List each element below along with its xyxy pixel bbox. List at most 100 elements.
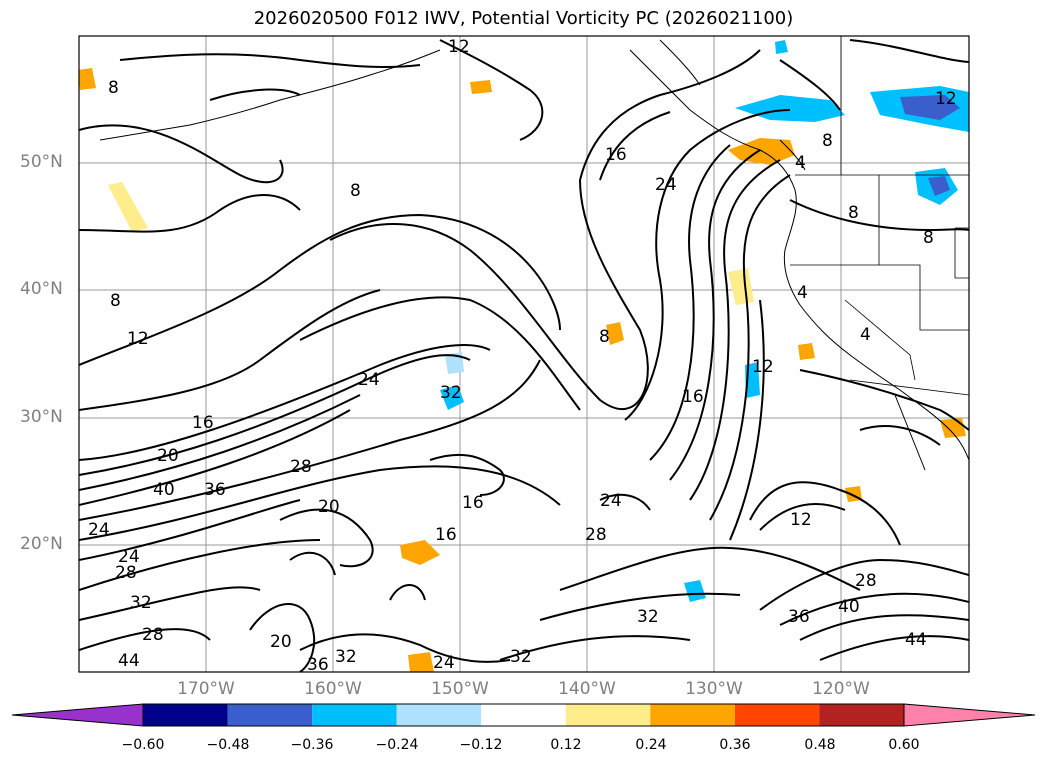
contour-label: 28 [142, 625, 164, 645]
colorbar-segment [227, 704, 313, 726]
contour-label: 24 [433, 653, 455, 673]
pv-shade-orange-w [79, 68, 96, 90]
pv-shade-blue-canada [735, 95, 845, 122]
contour-label: 4 [797, 283, 808, 303]
contour-label: 32 [335, 647, 357, 667]
contour-label: 8 [350, 181, 361, 201]
contour-label: 20 [318, 497, 340, 517]
colorbar-segment [481, 704, 566, 726]
pv-shade-blue-15n [684, 580, 706, 602]
lon-label-120w: 120°W [812, 679, 870, 699]
contour-label: 28 [855, 571, 877, 591]
map-frame [78, 35, 970, 673]
colorbar-tick: −0.36 [290, 737, 334, 753]
contour-label: 36 [307, 655, 329, 675]
contour-label: 12 [127, 329, 149, 349]
colorbar-segment [650, 704, 735, 726]
pv-shade-orange-7 [940, 418, 966, 438]
pv-shade-dblue-idaho [928, 176, 950, 196]
pv-shade-orange-4 [798, 343, 815, 360]
contour-label: 32 [510, 647, 532, 667]
colorbar-outline [142, 703, 905, 727]
pv-shade-orange-vancouver [728, 138, 795, 165]
contour-label: 24 [118, 547, 140, 567]
contour-label: 16 [435, 525, 457, 545]
pv-shade-orange-3 [606, 322, 624, 345]
contour-label: 4 [795, 153, 806, 173]
colorbar-tick: 0.60 [888, 737, 920, 753]
colorbar-segment [819, 704, 904, 726]
colorbar-tick: 0.48 [804, 737, 836, 753]
contour-label: 20 [157, 446, 179, 466]
pv-shade-orange-mid [470, 80, 492, 94]
contour-label-group: 12 8 16 24 8 4 8 12 8 8 8 4 8 4 12 12 16… [88, 37, 957, 675]
contour-label: 16 [192, 413, 214, 433]
contour-label: 28 [290, 457, 312, 477]
colorbar-tick: 0.24 [635, 737, 667, 753]
graticule [79, 36, 969, 672]
coastlines [99, 39, 969, 471]
contour-label: 28 [585, 525, 607, 545]
contour-label: 12 [790, 510, 812, 530]
contour-label: 16 [462, 493, 484, 513]
contour-label: 24 [600, 491, 622, 511]
pv-shade-blue-30n [440, 385, 464, 410]
pv-shade-lblue-30n [445, 352, 464, 374]
lon-label-150w: 150°W [431, 679, 489, 699]
pv-shade-yellow-1 [108, 182, 148, 232]
contour-label: 8 [110, 291, 121, 311]
colorbar-segment [396, 704, 482, 726]
pv-shade-yellow-2 [728, 268, 754, 305]
colorbar-extend-low [11, 703, 144, 727]
lat-label-40n: 40°N [20, 279, 63, 299]
colorbar-tick: 0.36 [719, 737, 751, 753]
contour-label: 12 [448, 37, 470, 57]
contour-label: 12 [752, 357, 774, 377]
contour-label: 16 [682, 387, 704, 407]
contour-label: 24 [88, 520, 110, 540]
contour-label: 16 [605, 145, 627, 165]
contour-label: 8 [923, 228, 934, 248]
lat-label-30n: 30°N [20, 407, 63, 427]
colorbar-tick: −0.60 [121, 737, 165, 753]
iwv-contours [79, 39, 969, 672]
lat-label-20n: 20°N [20, 534, 63, 554]
contour-label: 4 [860, 325, 871, 345]
colorbar-tick: 0.12 [550, 737, 582, 753]
contour-label: 28 [115, 563, 137, 583]
contour-label: 44 [905, 630, 927, 650]
lat-label-50n: 50°N [20, 152, 63, 172]
colorbar-segment [143, 704, 228, 726]
contour-label: 40 [153, 480, 175, 500]
pv-shade-orange-9 [408, 652, 434, 672]
lon-label-170w: 170°W [177, 679, 235, 699]
pv-shade-orange-subtrop [400, 540, 440, 565]
colorbar-tick: −0.48 [206, 737, 250, 753]
contour-label: 40 [838, 597, 860, 617]
lon-label-130w: 130°W [685, 679, 743, 699]
contour-label: 8 [822, 131, 833, 151]
map-title: 2026020500 F012 IWV, Potential Vorticity… [253, 8, 794, 29]
lon-label-140w: 140°W [558, 679, 616, 699]
map-canvas: 12 8 16 24 8 4 8 12 8 8 8 4 8 4 12 12 16… [78, 35, 970, 675]
contour-label: 8 [848, 203, 859, 223]
contour-label: 12 [935, 89, 957, 109]
colorbar-segment [565, 704, 651, 726]
colorbar-tick: −0.24 [375, 737, 419, 753]
colorbar-tick: −0.12 [459, 737, 503, 753]
contour-label: 36 [788, 607, 810, 627]
contour-label: 36 [204, 480, 226, 500]
contour-label: 32 [130, 593, 152, 613]
contour-label: 8 [108, 78, 119, 98]
pv-shade-blue-6 [775, 40, 788, 54]
pv-shade-dblue-canada [900, 95, 960, 120]
contour-label: 44 [118, 651, 140, 671]
colorbar-extend-high [903, 703, 1036, 727]
borders [790, 36, 969, 396]
contour-label: 20 [270, 632, 292, 652]
contour-label: 24 [655, 175, 677, 195]
contour-label: 32 [637, 607, 659, 627]
contour-label: 32 [440, 383, 462, 403]
lon-label-160w: 160°W [304, 679, 362, 699]
colorbar-segment [734, 704, 820, 726]
